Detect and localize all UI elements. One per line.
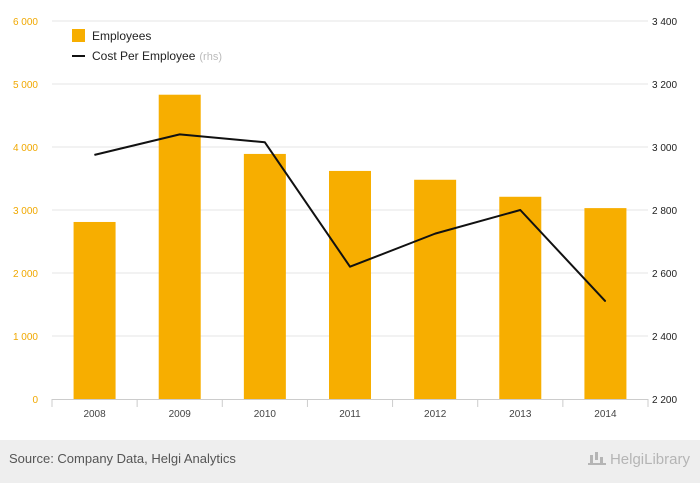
x-tick-label: 2012 <box>424 409 447 420</box>
bar-2013 <box>499 196 542 399</box>
x-tick-label: 2009 <box>169 409 192 420</box>
right-tick-label: 2 400 <box>652 332 677 343</box>
right-axis: 2 200 2 400 2 600 2 800 3 000 3 200 3 400 <box>652 17 677 406</box>
x-tick-label: 2014 <box>594 409 617 420</box>
bar-2012 <box>414 179 457 399</box>
footer: Source: Company Data, Helgi Analytics He… <box>0 440 700 483</box>
line-point-2010 <box>264 141 266 143</box>
left-tick-label: 4 000 <box>13 143 38 154</box>
bar-2014 <box>584 208 627 399</box>
right-tick-label: 2 200 <box>652 395 677 406</box>
line-point-2008 <box>94 154 96 156</box>
left-tick-label: 5 000 <box>13 80 38 91</box>
bar-series-employees <box>73 94 627 400</box>
bar-2009 <box>158 94 201 400</box>
x-tick-label: 2013 <box>509 409 532 420</box>
x-tick-label: 2011 <box>339 409 361 420</box>
right-tick-label: 2 600 <box>652 269 677 280</box>
line-point-2009 <box>179 133 181 135</box>
line-point-2012 <box>434 233 436 235</box>
chart: 0 1 000 2 000 3 000 4 000 5 000 6 000 2 200 2 4… <box>13 17 677 420</box>
line-point-2013 <box>519 209 521 211</box>
right-tick-label: 2 800 <box>652 206 677 217</box>
line-point-2011 <box>349 266 351 268</box>
legend-label-rhs: (rhs) <box>199 51 222 63</box>
right-tick-label: 3 400 <box>652 17 677 28</box>
legend: Employees Cost Per Employee (rhs) <box>72 29 222 63</box>
legend-label-employees: Employees <box>92 29 151 43</box>
bar-2008 <box>73 221 116 399</box>
bar-2011 <box>329 170 371 399</box>
left-axis: 0 1 000 2 000 3 000 4 000 5 000 6 000 <box>13 17 38 406</box>
x-tick-label: 2008 <box>83 409 106 420</box>
left-tick-label: 0 <box>32 395 38 406</box>
legend-label-cost-per-employee: Cost Per Employee (rhs) <box>92 49 222 63</box>
right-tick-label: 3 200 <box>652 80 677 91</box>
legend-label-cost-name: Cost Per Employee <box>92 49 196 63</box>
legend-swatch-employees <box>72 29 85 42</box>
brand-logo: HelgiLibrary <box>587 449 690 468</box>
x-axis: 2008 2009 2010 2011 2012 2013 2014 <box>51 399 649 420</box>
source-text: Source: Company Data, Helgi Analytics <box>9 451 236 466</box>
brand-name: HelgiLibrary <box>609 451 690 468</box>
x-tick-label: 2010 <box>254 409 277 420</box>
library-icon <box>587 449 606 465</box>
line-point-2014 <box>604 300 606 302</box>
right-tick-label: 3 000 <box>652 143 677 154</box>
left-tick-label: 6 000 <box>13 17 38 28</box>
left-tick-label: 3 000 <box>13 206 38 217</box>
bar-2010 <box>243 153 286 399</box>
left-tick-label: 2 000 <box>13 269 38 280</box>
line-series-cost-per-employee <box>94 133 607 303</box>
left-tick-label: 1 000 <box>13 332 38 343</box>
